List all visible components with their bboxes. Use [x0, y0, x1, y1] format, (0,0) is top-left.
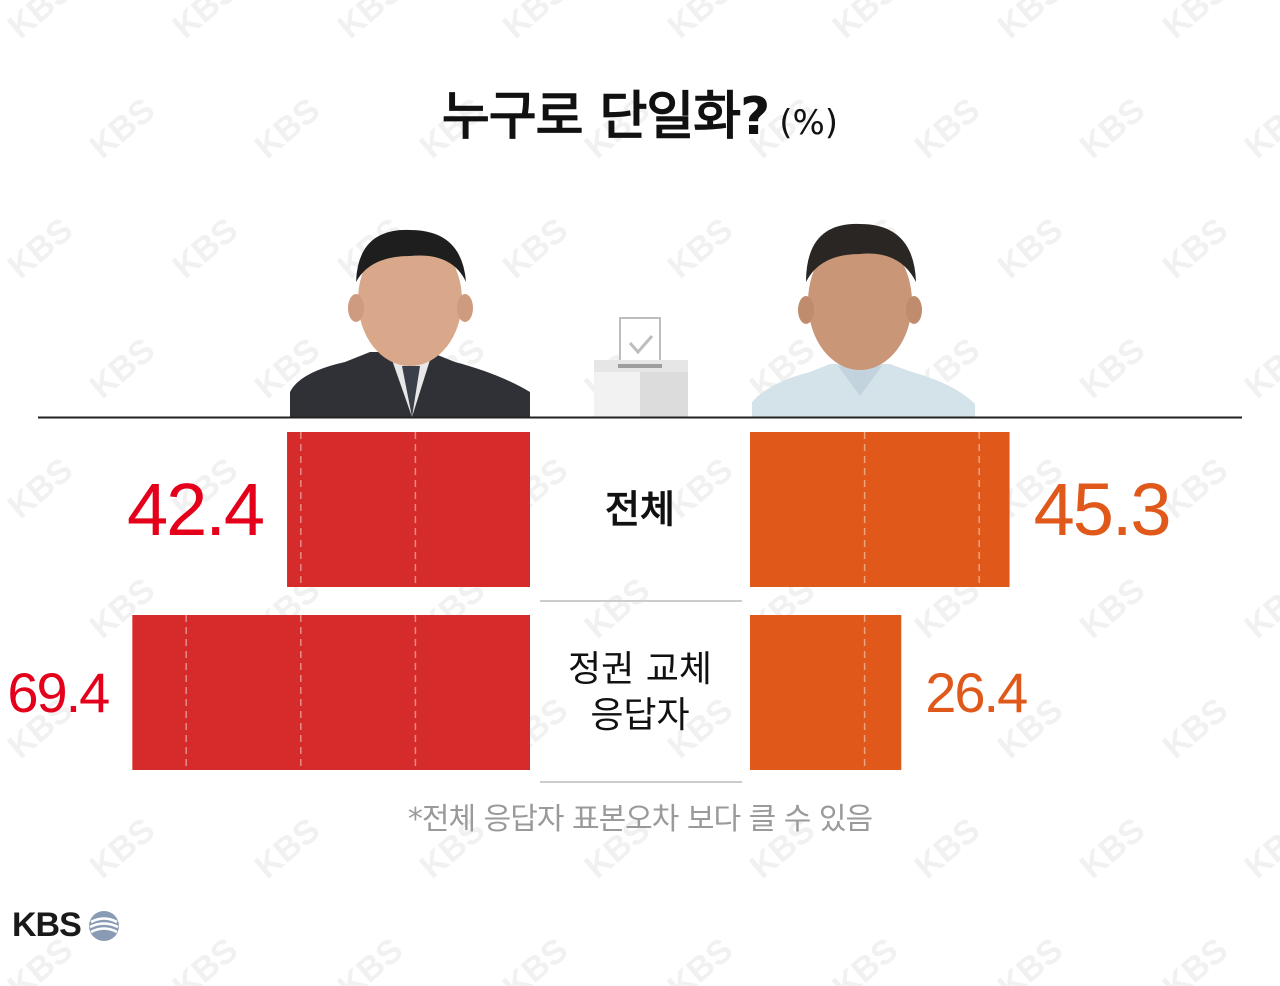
- unit-label: (%): [779, 103, 839, 143]
- bar-left-1: [287, 432, 530, 587]
- ballot-box-icon: [594, 317, 688, 417]
- chart-title: 누구로 단일화?: [441, 87, 770, 147]
- category-label-line: 응답자: [590, 695, 689, 736]
- kbs-logo-mark: [88, 910, 119, 941]
- kbs-logo: KBS: [12, 906, 121, 945]
- candidate-right-photo: [752, 223, 975, 417]
- value-label-left-2: 69.4: [7, 661, 109, 724]
- value-label-right-2: 26.4: [925, 661, 1027, 724]
- value-label-left-1: 42.4: [127, 468, 263, 551]
- category-label-1: 전체: [605, 488, 675, 532]
- footnote: *전체 응답자 표본오차 보다 클 수 있음: [407, 802, 873, 837]
- chart-title-block: 누구로 단일화? (%): [0, 74, 1280, 149]
- category-label-line: 전체: [605, 488, 675, 532]
- kbs-logo-text: KBS: [12, 906, 82, 944]
- value-label-right-1: 45.3: [1034, 468, 1170, 551]
- candidate-left-photo: [290, 229, 530, 417]
- bar-right-1: [750, 432, 1010, 587]
- bar-left-2: [132, 615, 530, 770]
- bar-right-2: [750, 615, 902, 770]
- category-label-line: 정권 교체: [568, 649, 712, 690]
